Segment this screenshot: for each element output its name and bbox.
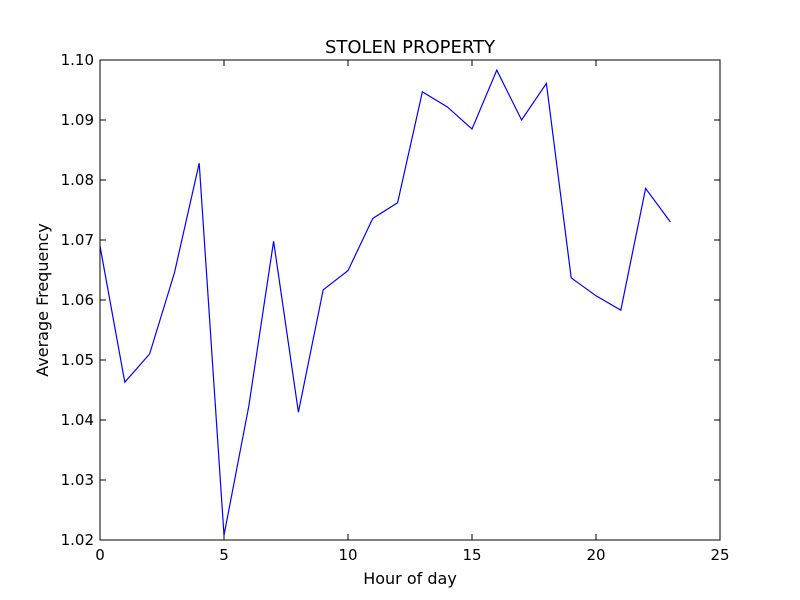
chart-title: STOLEN PROPERTY xyxy=(325,37,496,58)
x-axis-label: Hour of day xyxy=(363,569,457,588)
y-tick-label: 1.03 xyxy=(61,471,94,489)
x-tick-label: 25 xyxy=(710,546,729,564)
y-axis-label: Average Frequency xyxy=(33,223,52,376)
y-tick-label: 1.05 xyxy=(61,351,94,369)
y-tick-label: 1.02 xyxy=(61,531,94,549)
x-tick-label: 5 xyxy=(219,546,229,564)
y-tick-label: 1.10 xyxy=(61,51,94,69)
y-tick-label: 1.09 xyxy=(61,111,94,129)
x-tick-label: 15 xyxy=(462,546,481,564)
y-tick-label: 1.06 xyxy=(61,291,94,309)
y-tick-label: 1.07 xyxy=(61,231,94,249)
x-tick-label: 10 xyxy=(338,546,357,564)
x-tick-label: 0 xyxy=(95,546,105,564)
x-tick-label: 20 xyxy=(586,546,605,564)
y-tick-label: 1.04 xyxy=(61,411,94,429)
plot-area: 0 5 10 15 20 25 1.02 1.03 1.04 1.05 1.06 1.07 1.08 1.… xyxy=(61,51,730,564)
series-line-0 xyxy=(99,68,671,536)
y-tick-label: 1.08 xyxy=(61,171,94,189)
